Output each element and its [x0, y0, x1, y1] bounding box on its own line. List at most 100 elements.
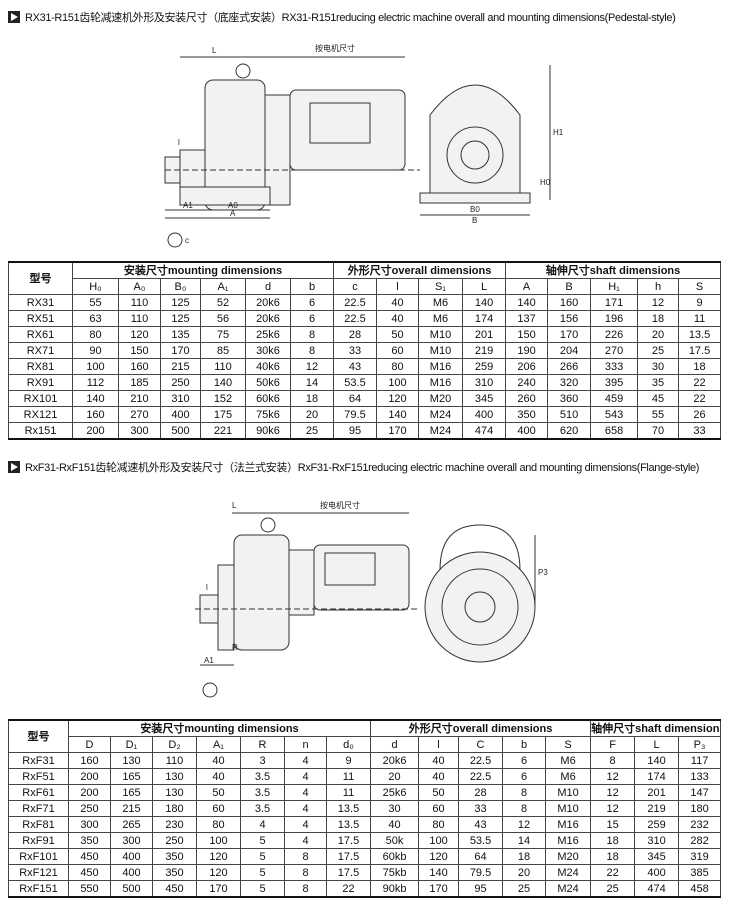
cell: 22 — [678, 374, 722, 391]
cell: 174 — [634, 768, 680, 785]
section-title-text: RX31-R151齿轮减速机外形及安装尺寸（底座式安装）RX31-R151red… — [25, 12, 676, 24]
cell: 140 — [200, 374, 246, 391]
data-row: RxF81 300 265 230 80 4 4 13.5 40 80 43 12 M16 15 259 23… — [8, 816, 722, 833]
section-title: RX31-R151齿轮减速机外形及安装尺寸（底座式安装）RX31-R151red… — [8, 8, 676, 26]
cell: 180 — [152, 800, 197, 817]
cell: 250 — [68, 800, 111, 817]
cell: 22.5 — [333, 294, 377, 311]
cell: 80 — [196, 816, 241, 833]
cell: 170 — [547, 326, 592, 343]
cell: 152 — [200, 390, 246, 407]
cell: 33 — [678, 422, 722, 440]
cell: 319 — [678, 848, 722, 865]
cell: 80 — [72, 326, 119, 343]
cell: 130 — [110, 752, 153, 769]
cell: 11 — [325, 784, 372, 801]
cell: 266 — [547, 358, 592, 375]
cell: 282 — [678, 832, 722, 849]
cell: 170 — [196, 880, 241, 898]
model-cell: RX61 — [8, 326, 73, 343]
cell: 90kb — [370, 880, 420, 898]
cell: 40 — [376, 294, 419, 311]
cell: 400 — [110, 864, 153, 881]
cell: 201 — [634, 784, 680, 801]
cell: 120 — [196, 864, 241, 881]
cell: 204 — [547, 342, 592, 359]
column-header: d₀ — [325, 736, 372, 753]
cell: 8 — [590, 752, 636, 769]
cell: 160 — [68, 752, 111, 769]
cell: M24 — [545, 880, 592, 898]
gearbox-body — [233, 534, 290, 651]
cell: 140 — [72, 390, 119, 407]
cell: 75 — [200, 326, 246, 343]
cell: 350 — [68, 832, 111, 849]
cell: 8 — [502, 800, 547, 817]
column-header: A₁ — [196, 736, 241, 753]
cell: 226 — [590, 326, 639, 343]
cell: 35 — [637, 374, 680, 391]
cell: 120 — [118, 326, 161, 343]
column-header: c — [333, 278, 377, 295]
cell: 3.5 — [240, 784, 285, 801]
cell: 90 — [72, 342, 119, 359]
cell: 125 — [160, 294, 201, 311]
model-cell: RxF61 — [8, 784, 69, 801]
cell: 120 — [418, 848, 460, 865]
cell: 50k6 — [245, 374, 291, 391]
drawing-label: H0 — [540, 178, 551, 187]
cell: 190 — [505, 342, 549, 359]
cell: M24 — [418, 422, 463, 440]
cell: 8 — [284, 864, 327, 881]
drawing-label: L — [212, 46, 217, 55]
cell: 140 — [505, 294, 549, 311]
cell: 4 — [284, 752, 327, 769]
column-header: A₁ — [200, 278, 246, 295]
cell: 28 — [458, 784, 504, 801]
cell: 474 — [461, 422, 507, 440]
end-view-circle — [446, 126, 504, 184]
column-header: H₀ — [72, 278, 119, 295]
cell: 196 — [590, 310, 639, 327]
cell: 400 — [160, 406, 201, 423]
cell: 265 — [110, 816, 153, 833]
cell: 259 — [461, 358, 507, 375]
model-cell: RxF101 — [8, 848, 69, 865]
model-cell: RxF121 — [8, 864, 69, 881]
cell: 12 — [590, 784, 636, 801]
cell: 13.5 — [325, 800, 372, 817]
cell: 150 — [505, 326, 549, 343]
cell: 17.5 — [325, 848, 372, 865]
cell: 18 — [502, 848, 547, 865]
cell: 28 — [333, 326, 377, 343]
cell: M6 — [545, 768, 592, 785]
flange — [217, 564, 235, 651]
cell: 20k6 — [245, 294, 291, 311]
cell: 333 — [590, 358, 639, 375]
cell: 170 — [418, 880, 460, 898]
data-row: RxF51 200 165 130 40 3.5 4 11 20 40 22.5 6 M6 12 174 13… — [8, 768, 722, 785]
cell: 320 — [547, 374, 592, 391]
cell: 147 — [678, 784, 722, 801]
cell: 215 — [160, 358, 201, 375]
cell: 85 — [200, 342, 246, 359]
column-header: S — [545, 736, 592, 753]
column-header: D₁ — [110, 736, 153, 753]
cell: 135 — [160, 326, 201, 343]
cell: 25k6 — [370, 784, 420, 801]
cell: 18 — [590, 848, 636, 865]
data-row: RxF121 450 400 350 120 5 8 17.5 75kb 140 79.5 20 M24… — [8, 864, 722, 881]
shaft-section — [202, 682, 218, 698]
cell: 140 — [634, 752, 680, 769]
section-title: RxF31-RxF151齿轮减速机外形及安装尺寸（法兰式安装）RxF31-RxF… — [8, 458, 699, 476]
column-header: l — [418, 736, 460, 753]
cell: M6 — [545, 752, 592, 769]
cell: 174 — [461, 310, 507, 327]
column-header: B₀ — [160, 278, 201, 295]
cell: 50k — [370, 832, 420, 849]
column-header: d — [370, 736, 420, 753]
model-cell: RxF71 — [8, 800, 69, 817]
cell: 400 — [634, 864, 680, 881]
cell: M10 — [418, 326, 463, 343]
